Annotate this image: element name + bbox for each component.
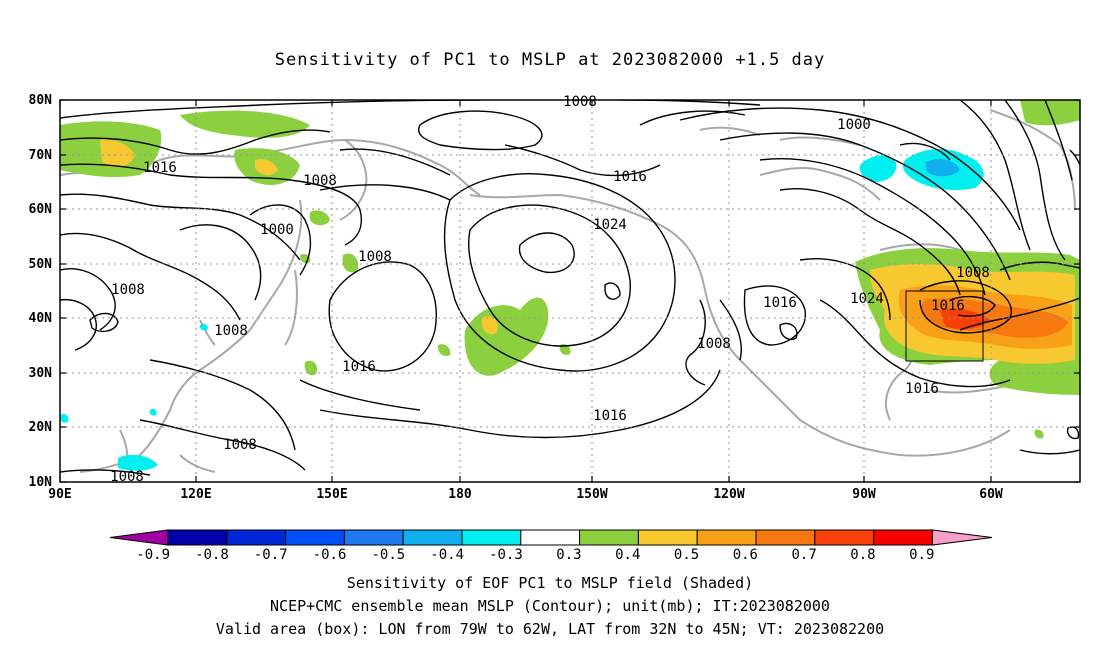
colorbar-tick-label: 0.6 [733, 547, 758, 563]
lat-label-10n: 10N [29, 475, 53, 490]
contour-label-1008-sw-corner: 1008 [110, 469, 144, 485]
colorbar: -0.9 -0.8 -0.7 -0.6 -0.5 -0.4 -0.3 0.3 0.4 0.5 0.6… [109, 529, 993, 563]
caption-line-3: Valid area (box): LON from 79W to 62W, L… [215, 620, 885, 638]
colorbar-swatch [461, 529, 522, 546]
lon-label-180: 180 [448, 487, 472, 502]
colorbar-swatch [637, 529, 698, 546]
lon-label-90e: 90E [48, 487, 71, 502]
axis-ticks [59, 99, 1080, 483]
mslp-contours [60, 100, 1080, 476]
colorbar-tick-label: -0.4 [430, 547, 464, 563]
contour-label-1008-china: 1008 [214, 323, 248, 339]
colorbar-tick-label: 0.5 [674, 547, 699, 563]
colorbar-swatch [343, 529, 404, 546]
contour-label-1016-west-pacific: 1016 [342, 359, 376, 375]
contour-labels: 1008 1000 1016 1008 1016 1000 1024 1008 … [110, 94, 990, 485]
lat-axis-labels: 80N 70N 60N 50N 40N 30N 20N 10N [29, 93, 53, 490]
colorbar-tick-label: -0.8 [195, 547, 229, 563]
colorbar-swatch [167, 529, 228, 546]
contour-label-1016-nw: 1016 [143, 160, 177, 176]
colorbar-swatch [402, 529, 463, 546]
colorbar-swatch [579, 529, 639, 546]
colorbar-swatch [873, 529, 933, 546]
valid-area-box [905, 290, 984, 362]
caption-line-1: Sensitivity of EOF PC1 to MSLP field (Sh… [346, 574, 754, 592]
colorbar-tick-label: -0.9 [136, 547, 170, 563]
chart-title: Sensitivity of PC1 to MSLP at 2023082000… [274, 50, 826, 70]
lat-label-20n: 20N [29, 420, 53, 435]
colorbar-arrow-high [931, 529, 993, 546]
colorbar-swatch [226, 529, 287, 546]
lon-label-150e: 150E [316, 487, 347, 502]
contour-label-1000-ne: 1000 [837, 117, 871, 133]
contour-label-1008-siberia: 1008 [111, 282, 145, 298]
contour-label-1008-south-china: 1008 [223, 437, 257, 453]
colorbar-tick-label: 0.9 [909, 547, 934, 563]
contour-label-1016-gulf: 1016 [905, 381, 939, 397]
colorbar-swatch [520, 529, 581, 546]
colorbar-swatch [814, 529, 875, 546]
contour-label-1016-box: 1016 [931, 298, 965, 314]
contour-label-1008-top: 1008 [563, 94, 597, 110]
lat-lon-grid [60, 100, 1080, 482]
lon-label-120e: 120E [180, 487, 211, 502]
contour-label-1008-nw: 1008 [303, 173, 337, 189]
colorbar-swatch [696, 529, 757, 546]
colorbar-tick-label: 0.8 [850, 547, 875, 563]
colorbar-tick-label: -0.6 [313, 547, 347, 563]
lon-label-150w: 150W [576, 487, 607, 502]
caption-line-2: NCEP+CMC ensemble mean MSLP (Contour); u… [270, 597, 830, 615]
lat-label-50n: 50N [29, 257, 53, 272]
contour-label-1008-atlantic: 1008 [956, 265, 990, 281]
colorbar-tick-label: 0.7 [792, 547, 817, 563]
lon-label-120w: 120W [713, 487, 744, 502]
colorbar-tick-label: -0.3 [489, 547, 523, 563]
colorbar-swatch [755, 529, 816, 546]
lat-label-80n: 80N [29, 93, 53, 108]
contour-label-1008-california: 1008 [697, 336, 731, 352]
colorbar-tick-label: 0.4 [615, 547, 640, 563]
colorbar-tick-label: -0.7 [254, 547, 288, 563]
contour-label-1008-kamchatka: 1008 [358, 249, 392, 265]
lat-label-30n: 30N [29, 366, 53, 381]
lon-label-90w: 90W [852, 487, 876, 502]
map-frame [59, 99, 1081, 483]
contour-label-1016-sw-ridge: 1016 [593, 408, 627, 424]
lon-label-60w: 60W [979, 487, 1003, 502]
contour-label-1000-west: 1000 [260, 222, 294, 238]
contour-label-1024-high: 1024 [593, 217, 627, 233]
contour-label-1016-north: 1016 [613, 169, 647, 185]
colorbar-tick-label: 0.3 [556, 547, 581, 563]
lon-axis-labels: 90E 120E 150E 180 150W 120W 90W 60W [48, 487, 1003, 502]
lat-label-60n: 60N [29, 202, 53, 217]
colorbar-arrow-low [109, 529, 169, 546]
lat-label-70n: 70N [29, 148, 53, 163]
colorbar-swatch [285, 529, 345, 546]
colorbar-tick-label: -0.5 [371, 547, 405, 563]
lat-label-40n: 40N [29, 311, 53, 326]
contour-label-1024-bermuda: 1024 [850, 291, 884, 307]
contour-label-1016-east-pacific: 1016 [763, 295, 797, 311]
